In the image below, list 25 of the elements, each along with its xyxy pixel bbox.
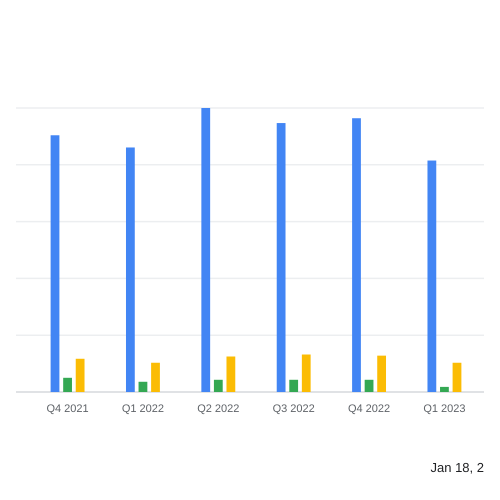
text: Jan 18, 2 — [430, 460, 484, 475]
bar — [302, 354, 311, 392]
bar — [377, 356, 386, 392]
bar — [63, 378, 72, 392]
bar — [452, 362, 462, 392]
bar — [151, 362, 160, 392]
bar — [226, 356, 236, 392]
bar — [352, 118, 361, 392]
bar — [440, 386, 449, 392]
bar — [214, 380, 223, 392]
bar — [201, 108, 210, 392]
bar — [76, 358, 85, 392]
bar — [427, 160, 436, 392]
bar — [364, 380, 374, 392]
bar — [138, 382, 148, 392]
x-tick-label: Q4 2021 — [46, 403, 89, 415]
bar — [50, 135, 60, 392]
bar — [126, 147, 135, 392]
x-tick-label: Q3 2022 — [272, 403, 315, 415]
x-tick-label: Q1 2022 — [122, 403, 164, 415]
x-tick-label: Q1 2023 — [423, 403, 466, 415]
bar — [276, 123, 286, 392]
x-tick-label: Q2 2022 — [197, 403, 240, 415]
x-tick-label: Q4 2022 — [348, 403, 390, 415]
bar — [289, 380, 298, 392]
